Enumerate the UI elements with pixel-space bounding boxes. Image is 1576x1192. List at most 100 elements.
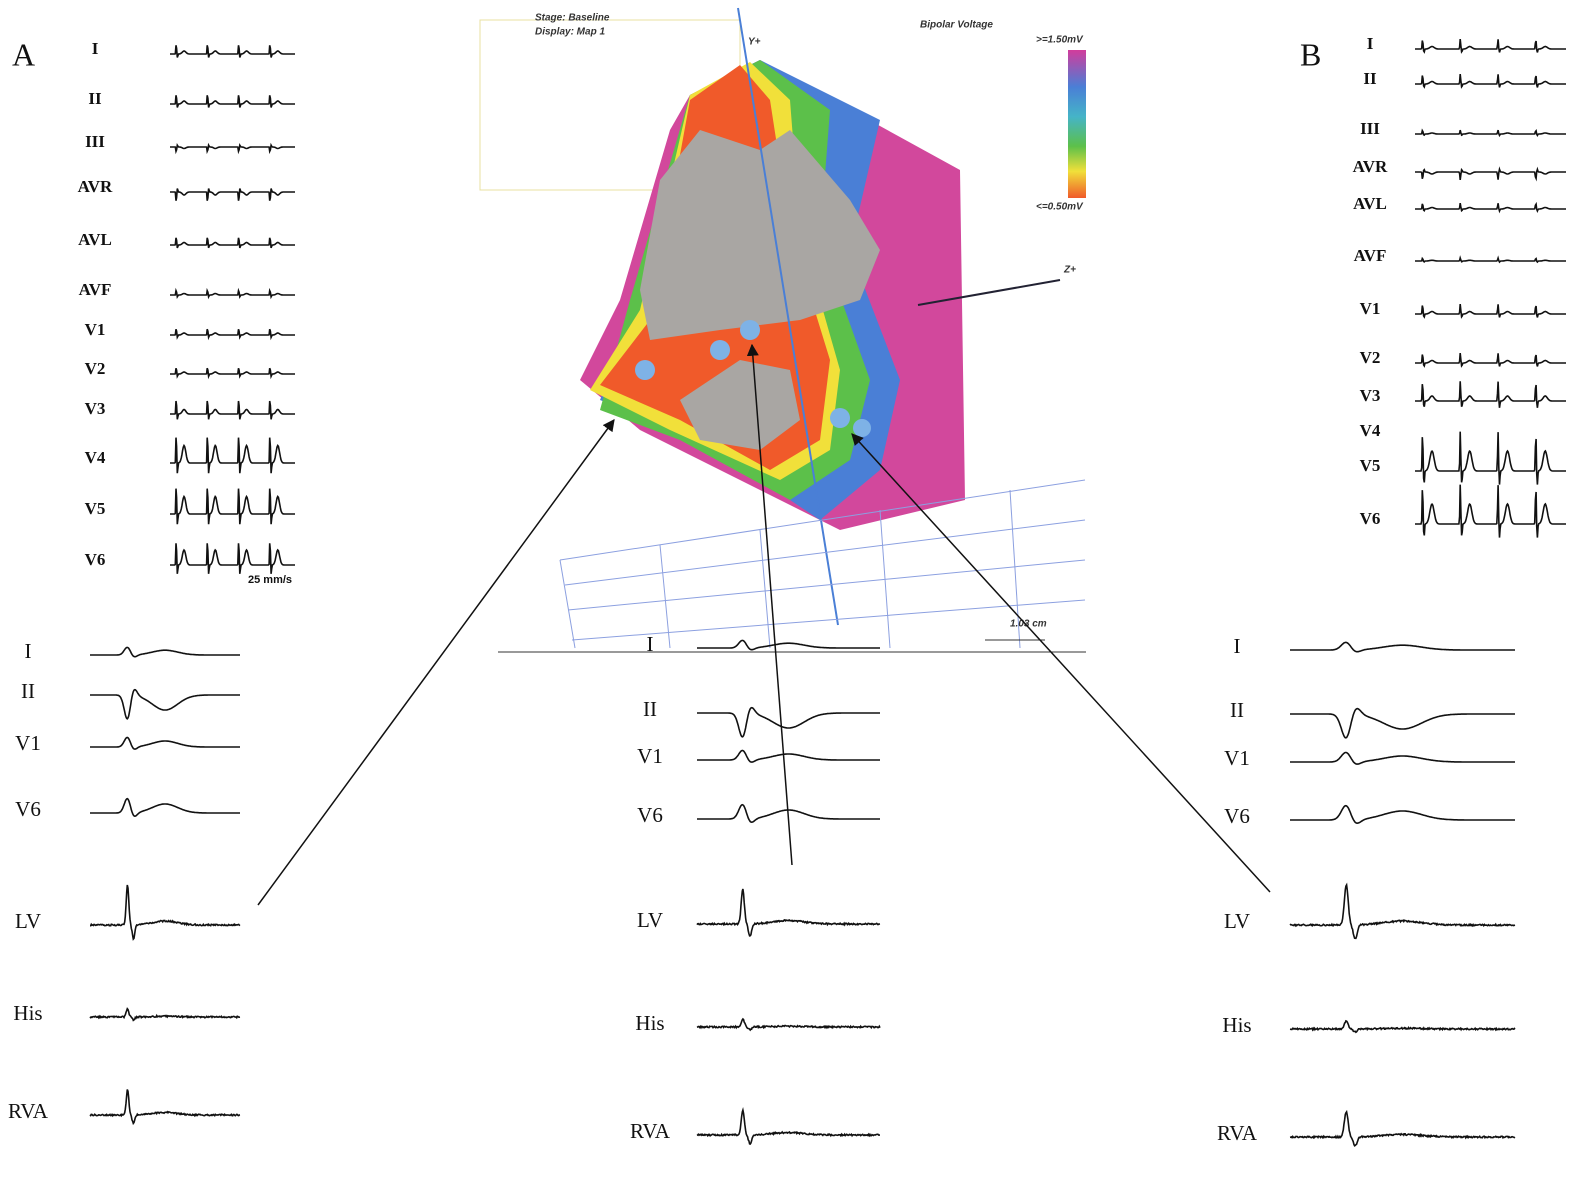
lead-label: His [635, 1011, 664, 1035]
lead-label: V3 [85, 399, 106, 418]
ecg-trace [90, 1009, 240, 1021]
lead-label: V2 [1360, 348, 1381, 367]
lead-label: V1 [1360, 299, 1381, 318]
lead-label: AVF [79, 280, 112, 299]
arrow [258, 420, 614, 905]
ecg-trace [1415, 130, 1566, 135]
lead-label: V6 [15, 797, 41, 821]
lead-label: V4 [1360, 421, 1381, 440]
ecg-trace [90, 885, 240, 939]
ecg-trace [1290, 709, 1515, 738]
ecg-trace [170, 438, 295, 474]
lead-label: V1 [15, 731, 41, 755]
ecg-trace [1290, 885, 1515, 938]
ecg-trace [1415, 203, 1566, 211]
lead-label: II [1363, 69, 1377, 88]
lead-label: His [1222, 1013, 1251, 1037]
lead-label: RVA [1217, 1121, 1258, 1145]
ecg-trace [170, 238, 295, 248]
lead-label: V5 [85, 499, 106, 518]
lead-label: RVA [630, 1119, 671, 1143]
map-title: Bipolar Voltage [920, 20, 993, 31]
figure: Stage: Baseline Display: Map 1 Bipolar V… [0, 0, 1576, 1192]
lead-label: I [647, 632, 654, 656]
ecg-trace [170, 401, 295, 419]
ecg-trace [1290, 1021, 1515, 1032]
ecg-trace [170, 489, 295, 525]
marker [710, 340, 730, 360]
lead-label: V6 [1224, 804, 1250, 828]
color-scale [1068, 50, 1086, 198]
lead-label: AVR [1353, 157, 1388, 176]
lead-label: II [88, 89, 102, 108]
marker [853, 419, 871, 437]
ecg-trace [1415, 432, 1566, 485]
lead-label: V6 [637, 803, 663, 827]
lead-label: V5 [1360, 456, 1381, 475]
lead-label: III [1360, 119, 1380, 138]
lead-label: V6 [85, 550, 106, 569]
ecg-trace [90, 647, 240, 656]
lead-label: V6 [1360, 509, 1381, 528]
axis-label: Y+ [748, 37, 761, 48]
lead-label: AVR [78, 177, 113, 196]
ecg-trace [1415, 74, 1566, 87]
ecg-trace [90, 1090, 240, 1124]
ecg-trace [697, 889, 880, 936]
ecg-trace [1415, 39, 1566, 52]
lead-label: RVA [8, 1099, 49, 1123]
ecg-trace [697, 1110, 880, 1144]
lead-label: LV [1224, 909, 1250, 933]
ecg-trace [170, 368, 295, 376]
lead-label: V1 [1224, 746, 1250, 770]
lead-label: V3 [1360, 386, 1381, 405]
ecg-trace [1290, 642, 1515, 651]
ecg-trace [1415, 169, 1566, 180]
ecg-trace [697, 640, 880, 649]
lead-label: I [1234, 634, 1241, 658]
lead-label: II [643, 697, 657, 721]
stage: Stage: Baseline [535, 13, 610, 24]
axis-label: Z+ [1063, 265, 1076, 276]
ecg-trace [170, 95, 295, 107]
lead-label: V2 [85, 359, 106, 378]
ecg-trace [170, 145, 295, 151]
marker [740, 320, 760, 340]
lead-label: II [1230, 698, 1244, 722]
lead-label: V4 [85, 448, 106, 467]
lead-label: AVF [1354, 246, 1387, 265]
scale-max: >=1.50mV [1036, 35, 1084, 46]
ecg-trace [1290, 806, 1515, 824]
lead-label: III [85, 132, 105, 151]
panel-label: B [1300, 36, 1321, 72]
display: Display: Map 1 [535, 27, 605, 38]
ecg-trace [90, 738, 240, 750]
speed: 25 mm/s [248, 574, 292, 586]
lead-label: AVL [78, 230, 112, 249]
scale-min: <=0.50mV [1036, 202, 1084, 213]
ecg-trace [1290, 753, 1515, 765]
ecg-trace [697, 1019, 880, 1030]
panel-label: A [12, 36, 35, 72]
ecg-trace [1415, 353, 1566, 366]
arrow [852, 434, 1270, 892]
ecg-trace [90, 690, 240, 719]
ecg-trace [1415, 258, 1566, 262]
lead-label: V1 [85, 320, 106, 339]
marker [635, 360, 655, 380]
lead-label: LV [15, 909, 41, 933]
lead-label: AVL [1353, 194, 1387, 213]
ecg-trace [697, 751, 880, 763]
ecg-trace [170, 543, 295, 574]
ecg-trace [1415, 304, 1566, 317]
ecg-trace [1290, 1112, 1515, 1146]
ecg-trace [90, 799, 240, 817]
ecg-trace [170, 291, 295, 297]
lead-label: His [13, 1001, 42, 1025]
ecg-trace [1415, 381, 1566, 408]
ecg-trace [1415, 485, 1566, 538]
lead-label: I [1367, 34, 1374, 53]
voltage-map: Stage: Baseline Display: Map 1 Bipolar V… [480, 8, 1086, 652]
lead-label: I [25, 639, 32, 663]
lead-label: I [92, 39, 99, 58]
